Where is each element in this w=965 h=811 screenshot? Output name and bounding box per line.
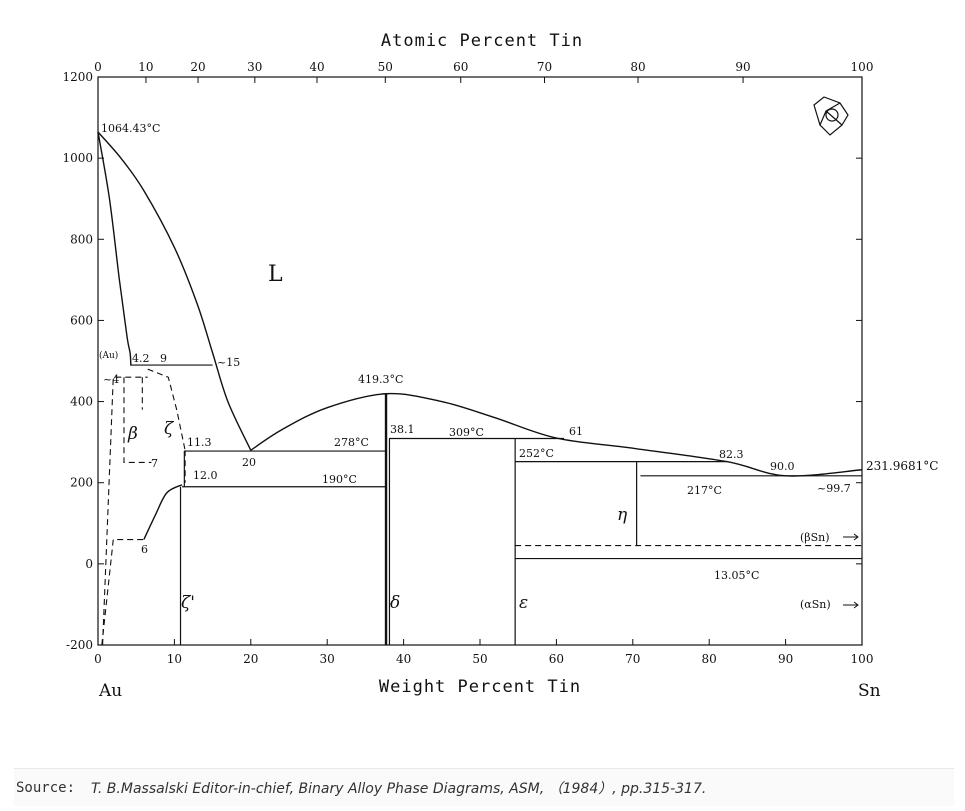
annotation-au-melt: 1064.43°C bbox=[101, 122, 160, 135]
x-top-tick-label: 50 bbox=[378, 60, 393, 74]
y-tick-label: 400 bbox=[70, 395, 93, 409]
source-text: T. B.Massalski Editor-in-chief, Binary A… bbox=[91, 780, 707, 797]
annotation-61: 61 bbox=[569, 425, 583, 438]
annotation-419: 419.3°C bbox=[358, 373, 403, 386]
x-top-tick-label: 100 bbox=[851, 60, 874, 74]
annotation-15: ~15 bbox=[217, 356, 240, 369]
annotation-252: 252°C bbox=[519, 447, 554, 460]
x-bottom-tick-label: 60 bbox=[549, 652, 564, 666]
x-top-tick-label: 30 bbox=[247, 60, 262, 74]
annotation-9: 9 bbox=[160, 352, 167, 365]
y-tick-label: 1200 bbox=[62, 70, 93, 84]
annotation-13: 13.05°C bbox=[714, 569, 759, 582]
arrow-beta-sn bbox=[843, 533, 859, 541]
dashed-phase-boundary bbox=[102, 376, 148, 646]
annotation-sn-melt: 231.9681°C bbox=[866, 459, 938, 473]
x-bottom-tick-label: 80 bbox=[702, 652, 717, 666]
annotation-alpha-sn: (αSn) bbox=[800, 598, 831, 611]
x-bottom-tick-label: 20 bbox=[243, 652, 258, 666]
annotation-309: 309°C bbox=[449, 426, 484, 439]
x-top-tick-label: 0 bbox=[94, 60, 102, 74]
annotation-12-0: 12.0 bbox=[193, 469, 218, 482]
x-bottom-tick-label: 70 bbox=[625, 652, 640, 666]
y-tick-label: 600 bbox=[70, 313, 93, 327]
y-tick-label: 800 bbox=[70, 232, 93, 246]
dashed-phase-boundary bbox=[123, 377, 152, 463]
annotation-20: 20 bbox=[242, 456, 256, 469]
annotation-4: ~4 bbox=[103, 373, 119, 386]
x-bottom-tick-label: 0 bbox=[94, 652, 102, 666]
solidus-au-curve bbox=[97, 131, 132, 366]
x-top-tick-label: 20 bbox=[190, 60, 205, 74]
y-tick-label: -200 bbox=[66, 638, 93, 652]
x-axis-bottom-title: Weight Percent Tin bbox=[379, 677, 581, 697]
annotation-38-1: 38.1 bbox=[390, 423, 415, 436]
x-bottom-tick-label: 10 bbox=[167, 652, 182, 666]
liquidus-left-curve bbox=[97, 131, 252, 451]
end-label-au: Au bbox=[98, 681, 122, 701]
phase-label-liquid: L bbox=[268, 262, 283, 287]
liquidus-right-curve bbox=[250, 392, 863, 477]
dashed-phase-boundary bbox=[147, 368, 186, 451]
asm-logo-icon bbox=[813, 96, 849, 136]
annotation-6: 6 bbox=[141, 543, 148, 556]
phase-label-eta: η bbox=[617, 505, 628, 525]
x-axis-top-title: Atomic Percent Tin bbox=[381, 31, 583, 51]
annotation-90-0: 90.0 bbox=[770, 460, 795, 473]
phase-label-epsilon: ε bbox=[519, 593, 528, 613]
annotation-217: 217°C bbox=[687, 484, 722, 497]
source-caption: Source: T. B.Massalski Editor-in-chief, … bbox=[14, 768, 954, 806]
x-top-tick-label: 80 bbox=[630, 60, 645, 74]
y-tick-label: 200 bbox=[70, 476, 93, 490]
x-bottom-tick-label: 90 bbox=[778, 652, 793, 666]
source-label: Source: bbox=[16, 779, 76, 796]
phase-label-delta: δ bbox=[390, 593, 400, 613]
annotation-99-7: ~99.7 bbox=[817, 482, 851, 495]
phase-label-zeta: ζ bbox=[164, 419, 175, 439]
annotation-11-3: 11.3 bbox=[187, 436, 212, 449]
arrow-alpha-sn bbox=[843, 601, 859, 609]
annotation-4-2: 4.2 bbox=[132, 352, 150, 365]
annotation-190: 190°C bbox=[322, 473, 357, 486]
dashed-phase-boundary bbox=[101, 538, 144, 646]
x-top-tick-label: 90 bbox=[735, 60, 750, 74]
phase-label-zeta-prime: ζ' bbox=[181, 593, 195, 613]
x-top-tick-label: 40 bbox=[309, 60, 324, 74]
x-bottom-tick-label: 100 bbox=[851, 652, 874, 666]
annotation-278: 278°C bbox=[334, 436, 369, 449]
plot-frame bbox=[97, 76, 863, 646]
x-bottom-tick-label: 40 bbox=[396, 652, 411, 666]
x-top-tick-label: 10 bbox=[138, 60, 153, 74]
y-tick-label: 1000 bbox=[62, 151, 93, 165]
y-tick-label: 0 bbox=[85, 557, 93, 571]
zeta-solvus-curve bbox=[143, 484, 183, 540]
phase-label-beta: β bbox=[127, 424, 138, 444]
x-top-tick-label: 70 bbox=[537, 60, 552, 74]
annotation-7: 7 bbox=[151, 457, 158, 470]
x-bottom-tick-label: 50 bbox=[472, 652, 487, 666]
end-label-sn: Sn bbox=[858, 681, 881, 701]
annotation-au-phase: (Au) bbox=[99, 350, 118, 361]
annotation-82-3: 82.3 bbox=[719, 448, 744, 461]
annotation-beta-sn: (βSn) bbox=[800, 531, 830, 544]
phase-diagram-chart: Atomic Percent Tin Weight Percent Tin Au… bbox=[62, 31, 938, 701]
x-bottom-tick-label: 30 bbox=[320, 652, 335, 666]
x-top-tick-label: 60 bbox=[453, 60, 468, 74]
